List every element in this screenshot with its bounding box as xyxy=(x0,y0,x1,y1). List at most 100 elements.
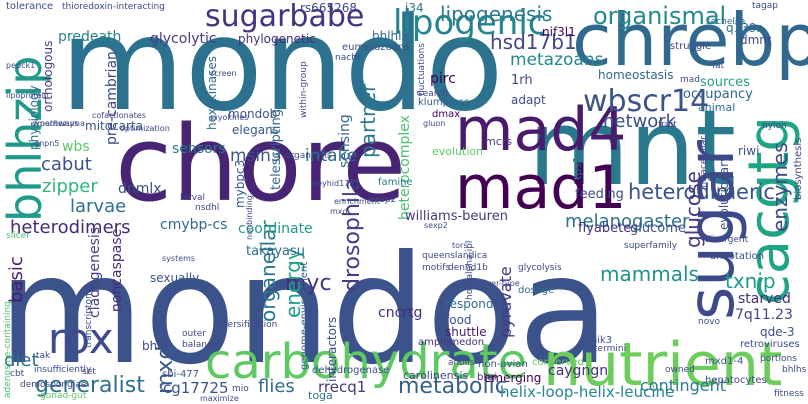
word: i34 xyxy=(405,1,424,15)
word: intracellular xyxy=(699,136,709,190)
word: zipper xyxy=(42,176,98,197)
word: mad4 xyxy=(455,95,627,165)
word: feeding xyxy=(575,187,624,202)
word: erap2 xyxy=(370,195,397,205)
word: drosophila xyxy=(340,177,365,292)
word: mondo xyxy=(60,0,504,140)
word: generalist xyxy=(35,373,145,398)
word: glucome xyxy=(630,221,686,236)
word: sugarbabe xyxy=(205,0,365,34)
word: toga xyxy=(308,389,333,402)
word: animal xyxy=(698,101,736,114)
word: contingent xyxy=(640,376,726,395)
word: dennd1b xyxy=(448,263,488,273)
word: divergent xyxy=(705,235,749,245)
word: gluon xyxy=(423,119,446,128)
word: tps1 xyxy=(571,155,584,180)
word: balance xyxy=(182,340,218,350)
word: nsdhl xyxy=(195,203,220,213)
word: pathways xyxy=(40,119,79,128)
word: enzymes xyxy=(768,142,792,232)
word: superfamily xyxy=(624,241,678,251)
word: organisms xyxy=(285,151,332,161)
word: noncaspase xyxy=(109,228,125,312)
word: partner xyxy=(356,83,380,158)
word: bhlhlz xyxy=(372,29,408,43)
word: screen xyxy=(210,69,237,78)
word: riwi xyxy=(738,144,760,158)
word: genome-environment xyxy=(299,261,310,370)
word: lipogenesis xyxy=(440,2,553,26)
word: heterodimeric xyxy=(628,180,775,204)
word: cofactionates xyxy=(92,111,146,120)
word: mad1 xyxy=(455,153,627,223)
word: sensors xyxy=(172,141,226,157)
word: mxd xyxy=(330,207,348,216)
word: phylogenetic xyxy=(238,32,316,46)
word: dnpn5 xyxy=(34,139,60,148)
word: bhlh xyxy=(142,339,169,353)
word: cabut xyxy=(41,154,92,175)
word: rs665268 xyxy=(300,1,357,15)
word: nacht xyxy=(335,53,361,63)
word: caygngn xyxy=(548,363,609,379)
word: metazoans xyxy=(510,50,604,70)
word: retroviruses xyxy=(740,339,800,350)
word: sbi-477 xyxy=(162,369,200,380)
word: heterocomplex xyxy=(397,115,413,220)
word: chrebp xyxy=(572,0,808,82)
word: flies xyxy=(258,376,295,397)
word: owned xyxy=(665,365,695,375)
word: organismal xyxy=(593,2,727,30)
word: cbt xyxy=(10,369,25,379)
word: slicer xyxy=(6,231,30,241)
word: cncrtg xyxy=(378,305,423,321)
word: heterodimers xyxy=(10,217,131,238)
word: wbscr14 xyxy=(583,84,710,119)
word: anolis xyxy=(448,358,475,368)
word: outer xyxy=(182,329,206,339)
word: food xyxy=(445,313,472,327)
word: network xyxy=(603,111,677,132)
word: dmnt xyxy=(740,33,772,47)
word: mxd1-4 xyxy=(705,356,744,367)
word: famine xyxy=(378,177,413,188)
word: search xyxy=(418,89,448,99)
word: dmax xyxy=(432,109,461,120)
word: adenosine-containing xyxy=(3,301,13,398)
word: portions xyxy=(760,354,797,364)
word: adapt xyxy=(511,93,546,107)
word: predeath xyxy=(58,29,122,45)
word: maximize xyxy=(200,394,239,403)
word: fat xyxy=(712,61,725,71)
word: mad xyxy=(680,75,700,85)
word: annotation xyxy=(710,251,765,262)
word: fruit xyxy=(658,120,677,130)
word: respond xyxy=(445,297,494,311)
word: coordinate xyxy=(238,221,313,237)
word: tolerance xyxy=(6,1,54,12)
word: enrichment xyxy=(334,197,380,206)
word: nutrient xyxy=(543,330,783,400)
word: williams-beuren xyxy=(405,209,508,224)
word: queenslandica xyxy=(422,251,488,261)
word: carbohydrate xyxy=(205,334,528,390)
word: pyruvate xyxy=(496,266,515,338)
word: dnmlx xyxy=(118,181,162,197)
word: shuttle xyxy=(445,325,487,339)
word: sik3 xyxy=(592,335,613,346)
word: fitness xyxy=(774,389,804,399)
word: larval xyxy=(180,193,206,203)
word: sexually xyxy=(150,271,200,285)
word: mondoa xyxy=(0,224,610,398)
word: evolutionary xyxy=(717,154,731,230)
word: dosage xyxy=(518,285,555,296)
word: btgi xyxy=(477,372,497,383)
word: takayasu xyxy=(246,244,306,259)
word: rrecq1 xyxy=(318,378,367,396)
word: elegans xyxy=(232,123,279,137)
word: diversification xyxy=(214,320,278,330)
word: chore xyxy=(115,103,407,225)
word: non-avian xyxy=(478,359,528,370)
word: emerging xyxy=(484,371,542,385)
